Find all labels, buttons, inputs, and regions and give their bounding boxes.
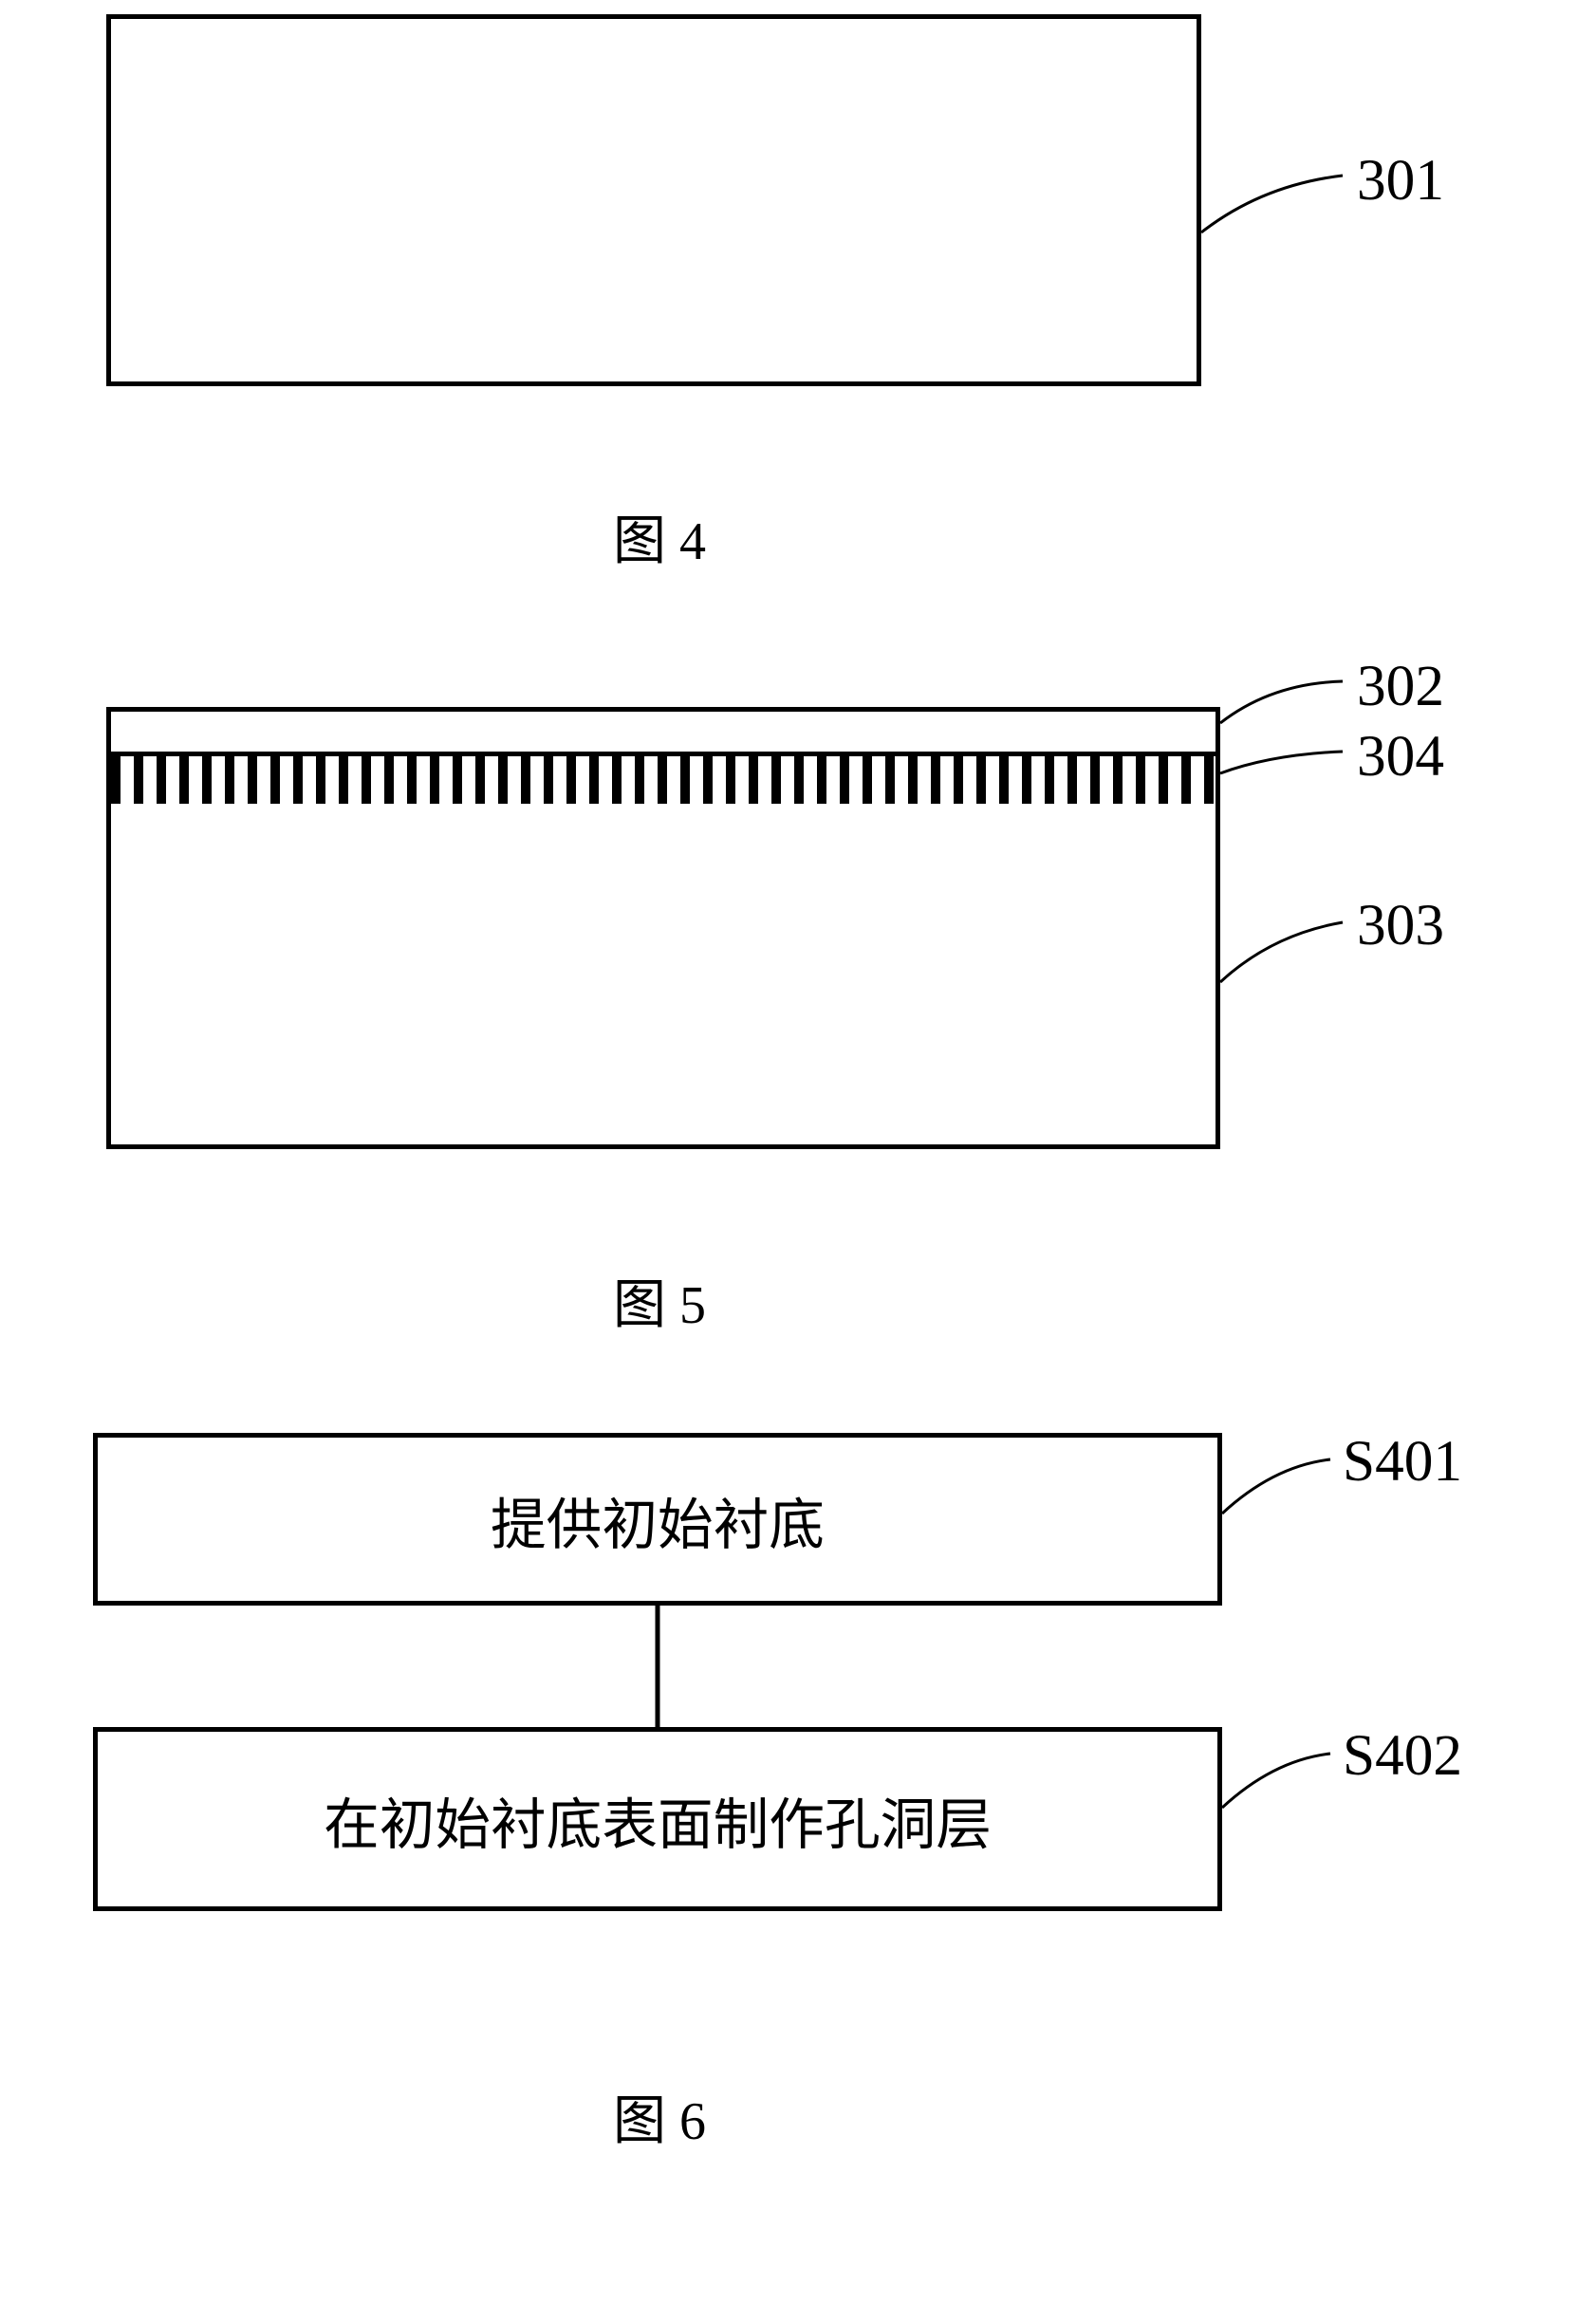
page-root: 301 图 4 302 304 303 图 5 提供初始衬底 在初始衬底表面制作… [0,0,1596,2322]
fig6-leader-s401 [1222,1459,1330,1514]
fig6-step-s401-text: 提供初始衬底 [491,1479,825,1560]
fig6-leader-s402 [1222,1754,1330,1808]
fig4-ref-301: 301 [1357,147,1444,214]
fig6-ref-s402: S402 [1343,1722,1462,1790]
fig5-ref-304: 304 [1357,723,1444,790]
fig6-step-s401: 提供初始衬底 [93,1433,1222,1606]
fig4-caption: 图 4 [579,498,740,575]
fig6-caption: 图 6 [579,2078,740,2155]
fig5-leader-304 [1220,752,1343,773]
fig5-ref-302: 302 [1357,653,1444,720]
fig5-bottom-box-303 [106,804,1220,1149]
fig5-leader-303 [1220,922,1343,982]
fig6-ref-s401: S401 [1343,1428,1462,1495]
fig6-step-s402-text: 在初始衬底表面制作孔洞层 [324,1779,992,1860]
fig5-hatch-layer-304 [106,752,1220,808]
fig5-leader-302 [1220,681,1343,723]
fig5-top-layer-302 [106,707,1220,756]
fig6-step-s402: 在初始衬底表面制作孔洞层 [93,1727,1222,1911]
fig4-substrate-box [106,14,1201,386]
fig5-ref-303: 303 [1357,892,1444,959]
fig4-leader-301 [1201,176,1343,232]
fig5-caption: 图 5 [579,1262,740,1339]
